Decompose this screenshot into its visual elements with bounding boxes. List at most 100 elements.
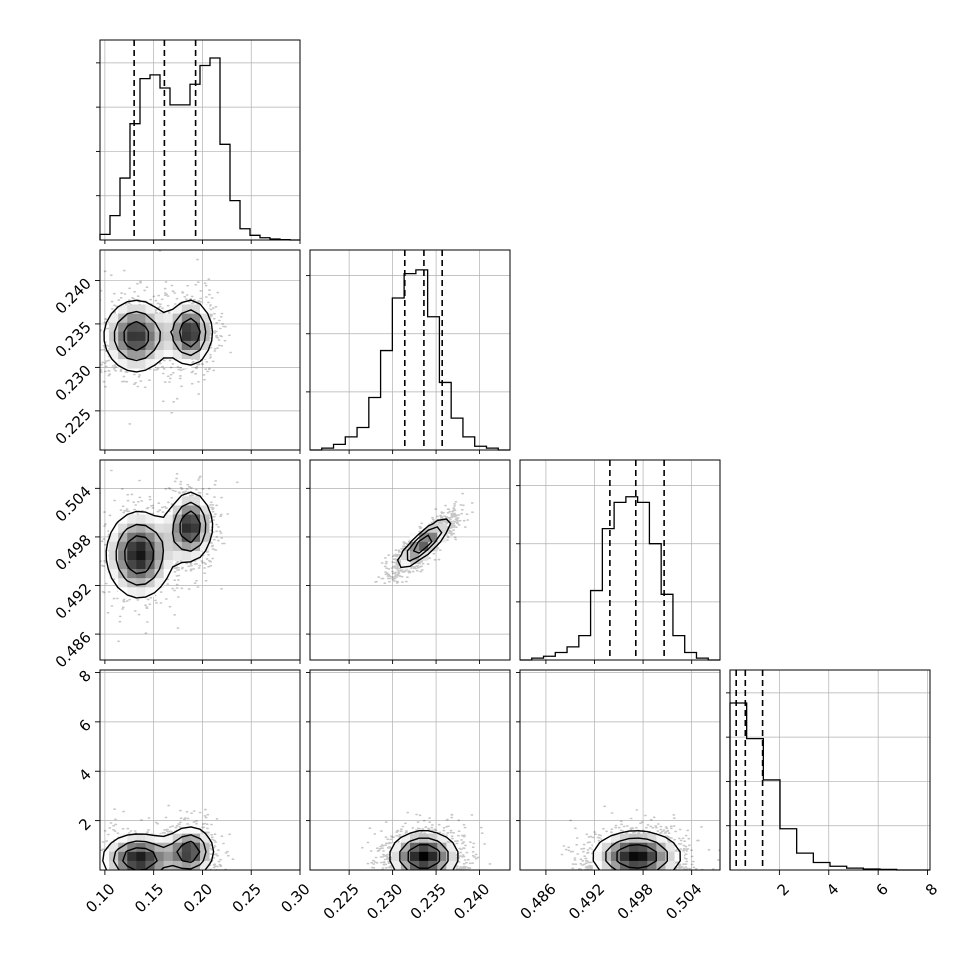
density-cell	[127, 350, 137, 360]
contour-line	[616, 844, 657, 869]
density-cell	[400, 851, 411, 862]
density-cell	[136, 313, 146, 324]
hist-panel-2	[516, 459, 721, 664]
density-cell	[647, 860, 657, 870]
density-cell	[400, 560, 411, 570]
density-cell	[410, 541, 420, 552]
density-cell	[172, 860, 183, 870]
y-tick-label: 0.240	[52, 275, 95, 318]
density-cell	[190, 304, 201, 315]
density-cell	[163, 569, 174, 579]
axes-border	[99, 669, 301, 871]
axes-border	[519, 669, 721, 871]
y-tick-label: 8	[75, 667, 94, 686]
density-cell	[109, 350, 119, 360]
density-cell	[181, 505, 192, 515]
density-cell	[610, 851, 621, 862]
density-cell	[428, 851, 438, 862]
density-cell	[154, 578, 165, 588]
density-cell	[154, 550, 165, 561]
x-tick-label: 0.10	[82, 880, 118, 916]
axes-frame	[519, 459, 721, 661]
density-cell	[127, 514, 137, 525]
density-cell	[190, 340, 201, 351]
density-cell	[181, 523, 192, 534]
contour-line	[105, 491, 214, 599]
density-cell	[592, 842, 603, 853]
scatter-panel-3-2: 0.486 0.492 0.498 0.504	[516, 669, 721, 923]
density-cell	[181, 340, 192, 351]
density-cell	[163, 340, 174, 351]
density-cell	[181, 550, 192, 561]
density-cell	[172, 851, 183, 862]
density-cell	[647, 833, 657, 844]
contour-line	[592, 830, 681, 870]
density-cell	[136, 532, 146, 543]
density-cell	[172, 523, 183, 534]
y-tick-label: 2	[75, 815, 94, 834]
contour-line	[399, 837, 449, 870]
density-cell	[200, 505, 210, 515]
density-cell	[136, 359, 146, 369]
density-cell	[665, 851, 675, 862]
density-cell	[163, 532, 174, 543]
density-cell	[172, 331, 183, 342]
x-tick-label: 0.15	[131, 880, 167, 916]
density-cell	[109, 569, 119, 579]
density-cell	[419, 860, 429, 870]
density-cell	[118, 541, 128, 552]
density-cell	[163, 350, 174, 360]
density-cell	[136, 331, 146, 342]
density-cell	[109, 331, 119, 342]
contour-line	[113, 309, 207, 362]
density-cell	[656, 860, 666, 870]
density-cell	[428, 541, 438, 552]
density-cell	[200, 541, 210, 552]
density-cell	[145, 842, 155, 853]
density-cell	[127, 313, 137, 324]
y-tick-label: 4	[75, 765, 94, 784]
density-cell	[136, 569, 146, 579]
density-cell	[181, 322, 192, 333]
density-cell	[446, 860, 456, 870]
density-cell	[127, 842, 137, 853]
density-cell	[419, 842, 429, 853]
density-cell	[400, 860, 411, 870]
density-cell	[163, 550, 174, 561]
density-cell	[118, 578, 128, 588]
density-cell	[118, 340, 128, 351]
density-cell	[118, 550, 128, 561]
density-cell	[118, 860, 128, 870]
y-tick-label: 0.230	[52, 361, 95, 404]
axes-border	[309, 669, 511, 871]
density-cell	[172, 532, 183, 543]
x-tick-label: 0.230	[363, 880, 406, 923]
density-cell	[154, 569, 165, 579]
density-cell	[665, 842, 675, 853]
x-tick-label: 8	[922, 880, 941, 899]
density-cell	[109, 322, 119, 333]
scatter-panel-3-0: 2 4 6 8 0.10 0.15 0.20 0.25 0.30	[75, 667, 313, 917]
density-cell	[154, 842, 165, 853]
density-cell	[181, 331, 192, 342]
density-cell	[419, 550, 429, 561]
hist-panel-3: 2 4 6 8	[726, 669, 941, 900]
x-tick-label: 0.30	[277, 880, 313, 916]
density-cell	[145, 532, 155, 543]
density-cell	[163, 514, 174, 525]
density-cell	[428, 532, 438, 543]
y-tick-label: 6	[75, 716, 94, 735]
histogram-step-3	[729, 702, 930, 871]
density-cell	[428, 833, 438, 844]
density-cell	[109, 860, 119, 870]
contour-line	[389, 830, 459, 870]
density-cell	[190, 331, 201, 342]
density-cell	[145, 833, 155, 844]
density-cell	[190, 860, 201, 870]
density-cell	[647, 851, 657, 862]
density-cell	[437, 532, 447, 543]
density-cell	[118, 523, 128, 534]
density-cell	[665, 860, 675, 870]
density-cell	[118, 560, 128, 570]
